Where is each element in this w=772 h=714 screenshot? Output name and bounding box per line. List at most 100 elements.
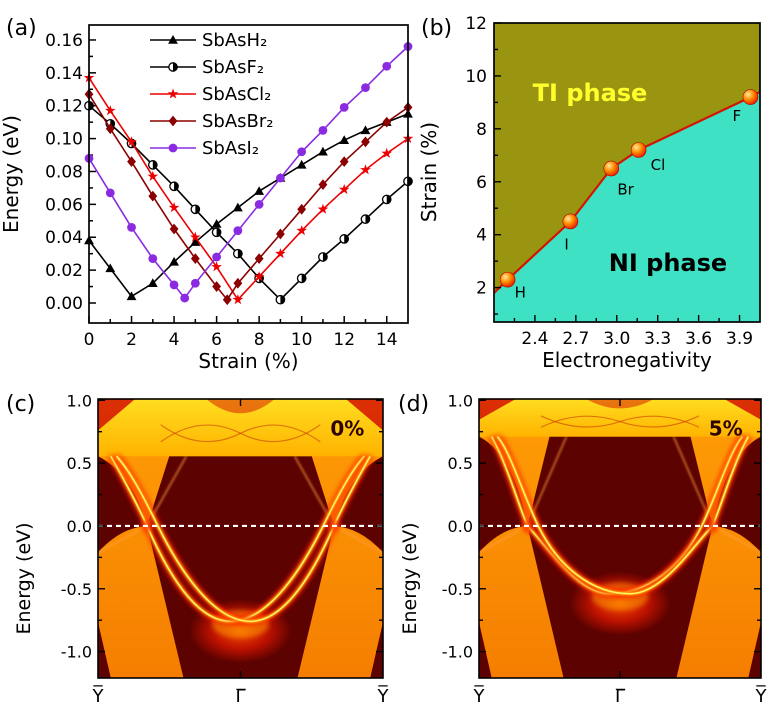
star-marker [338,184,350,195]
triangle-marker [360,125,371,135]
spectral-ticks [479,399,761,678]
x-tick-label: 6 [211,330,222,350]
triangle-marker [254,186,265,195]
y-tick-label: 0.12 [45,97,83,117]
star-marker [167,88,179,99]
circle-marker [276,173,285,183]
diamond-marker [169,223,179,235]
x-tick-label: 0 [84,330,95,350]
y-tick-label: 0.06 [45,195,83,215]
half-circle-marker-fill [195,205,200,214]
x-tick-label-kpoint: Y̅ [377,685,390,707]
triangle-marker [105,263,116,273]
star-marker [253,271,265,282]
diamond-marker [105,123,115,135]
panel-b-phase-diagram: TI phase NI phase H I Br Cl F 2.4 2.7 3.0 3.3 3.6 3.… [420,14,761,372]
legend: SbAsH₂ SbAsF₂ SbAsCl₂ SbAsBr₂ SbAsI₂ [150,30,274,159]
triangle-marker [339,135,350,144]
x-tick-label: 3.3 [644,329,671,349]
ni-phase-label: NI phase [609,249,727,277]
panel-b-plot: TI phase NI phase H I Br Cl F 2.4 2.7 3.0 3.3 3.6 3.… [420,14,761,372]
series-line [88,77,409,302]
x-tick-label-kpoint: Γ̅ [615,686,626,707]
half-circle-marker-fill [280,295,285,304]
y-tick-label: 1.0 [67,391,92,410]
diamond-marker [148,190,158,202]
y-tick-label: 0.10 [45,130,83,150]
x-tick-label: 2.7 [562,329,589,349]
diamond-marker [361,136,370,148]
series-line [88,105,409,301]
half-circle-marker-fill [174,182,179,191]
band-wavy-line-2 [540,415,700,428]
y-tick-label: 0.5 [448,454,473,473]
spectral-axes: 1.0 0.5 0.0 -0.5 -1.0 Y̅ Γ̅ Y̅ Energy (eV) [399,391,768,707]
ti-phase-label: TI phase [533,79,648,107]
panel-b-label: (b) [421,16,453,41]
x-tick-label: 2.4 [521,329,548,349]
diamond-marker [318,179,328,191]
diamond-marker [276,228,285,240]
x-tick-label: 14 [376,330,398,350]
panel-a-energy-vs-strain-chart: 0 2 4 6 8 10 12 14 0.00 0.02 0.04 0.06 0.08 0.10 0.12 0… [0,24,414,373]
circle-marker [318,125,328,135]
y-axis-title: Energy (eV) [13,522,35,634]
edge-state-core-1 [496,436,749,595]
top-right-red-corner [724,399,761,420]
x-tick-label-kpoint: Γ̅ [235,686,246,707]
half-circle-marker-fill [408,177,413,186]
central-gap-region [527,436,713,678]
top-center-red-arch [206,399,275,414]
circle-marker [127,222,136,232]
triangle-marker [126,291,137,301]
y-tick-label: 0.5 [67,454,92,473]
panel-d-label: (d) [398,392,430,417]
x-tick-label-kpoint: Y̅ [92,685,105,707]
circle-marker [212,252,222,262]
y-axis-title: Energy (eV) [399,522,421,634]
star-marker [147,170,159,181]
y-tick-label: -1.0 [442,643,473,662]
diamond-marker [382,116,392,128]
star-marker [232,294,244,305]
half-circle-marker-fill [237,249,243,258]
x-tick-label: 3.0 [603,329,630,349]
diamond-marker [168,115,178,127]
circle-marker [254,199,264,209]
circle-marker [148,254,158,264]
triangle-marker [318,146,328,156]
plot-frame [493,22,761,323]
panel-c-edge-spectrum-0pct: 0% 1.0 0.5 0.0 -0.5 -1.0 Y̅ Γ̅ Y̅ Energy (eV) [13,391,390,707]
star-marker [190,231,201,242]
half-circle-marker-fill [216,228,221,237]
y-tick-label: 10 [465,67,487,87]
y-tick-label: 0.0 [448,517,473,536]
y-tick-label: 6 [476,173,487,193]
strain-percentage-label: 5% [709,416,743,440]
phase-point-H [499,271,516,288]
spectral-ticks [98,399,383,678]
circle-marker [297,147,307,157]
y-tick-label: 2 [476,279,487,299]
y-tick-label: 0.14 [45,64,83,84]
top-left-red-corner [479,399,516,420]
diamond-marker [222,294,232,306]
dirac-point-glow-1 [706,519,719,532]
left-gap-region [98,456,148,553]
panel-c-label: (c) [6,392,36,417]
x-tick-label: 2 [126,330,137,350]
band-wavy-line-2 [160,424,321,443]
phase-point-label: Cl [651,156,666,174]
spectral-plot-area: 0% [98,399,383,678]
series-SbAsBr₂ [84,88,413,306]
x-tick-label: 8 [254,330,265,350]
x-axis-title: Electronegativity [542,348,712,372]
spectral-plot-area: 5% [479,399,761,678]
strain-percentage-label: 0% [330,416,364,440]
y-tick-label: 1.0 [448,391,473,410]
circle-marker [361,83,370,93]
circle-marker [180,293,190,303]
x-tick-label: 12 [333,330,355,350]
star-marker [168,202,180,213]
star-marker [211,261,222,272]
